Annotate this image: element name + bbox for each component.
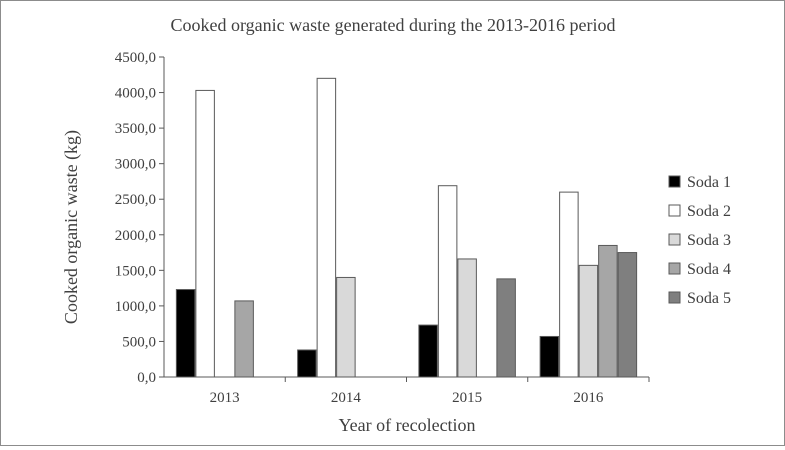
bar-soda-1-2016 [539, 335, 560, 378]
bar-soda-2-2016 [559, 191, 579, 378]
legend-label: Soda 3 [687, 232, 731, 249]
bar-soda-5-2015 [496, 278, 516, 378]
x-tick-label: 2014 [331, 390, 362, 406]
y-tick-label: 1000,0 [115, 299, 156, 315]
bar-soda-4-2013 [234, 300, 254, 378]
x-tick-label: 2015 [452, 390, 482, 406]
bar-soda-1-2015 [418, 324, 438, 378]
bar-soda-4-2016 [598, 244, 618, 378]
x-tick-label: 2016 [573, 390, 604, 406]
legend: Soda 1 Soda 2 Soda 3 Soda 4 Soda 5 [668, 174, 731, 307]
y-tick-label: 0,0 [137, 370, 156, 386]
bar-soda-3-2016 [578, 264, 599, 378]
x-axis-title: Year of recolection [338, 415, 475, 435]
bar-soda-3-2014 [336, 276, 356, 378]
bar-soda-2-2015 [437, 185, 458, 378]
legend-label: Soda 5 [687, 290, 731, 307]
legend-swatch [668, 262, 681, 275]
y-axis-title: Cooked organic waste (kg) [61, 130, 82, 324]
y-tick-label: 4500,0 [115, 50, 156, 66]
y-tick-label: 3500,0 [115, 121, 156, 137]
bar-soda-1-2014 [297, 349, 317, 378]
y-tick-label: 2500,0 [115, 192, 156, 208]
bar-soda-5-2016 [617, 252, 638, 378]
x-tick-label: 2013 [210, 390, 240, 406]
y-tick-label: 2000,0 [115, 228, 156, 244]
y-tick-label: 4000,0 [115, 86, 156, 102]
chart-title: Cooked organic waste generated during th… [170, 15, 615, 35]
legend-label: Soda 4 [687, 261, 731, 278]
bar-soda-3-2015 [457, 258, 477, 378]
plot-area: 0,0 500,0 1000,0 1500,0 2000,0 2500,0 3000,0 35… [115, 50, 650, 406]
y-tick-label: 3000,0 [115, 157, 156, 173]
legend-swatch [668, 204, 681, 217]
legend-swatch [668, 175, 681, 188]
legend-label: Soda 1 [687, 174, 731, 191]
legend-swatch [668, 291, 681, 304]
y-tick-label: 500,0 [122, 334, 156, 350]
legend-swatch [668, 233, 681, 246]
bar-soda-2-2014 [316, 77, 337, 378]
bar-soda-2-2013 [195, 89, 215, 378]
legend-label: Soda 2 [687, 203, 731, 220]
y-tick-label: 1500,0 [115, 263, 156, 279]
bar-soda-1-2013 [175, 289, 196, 378]
